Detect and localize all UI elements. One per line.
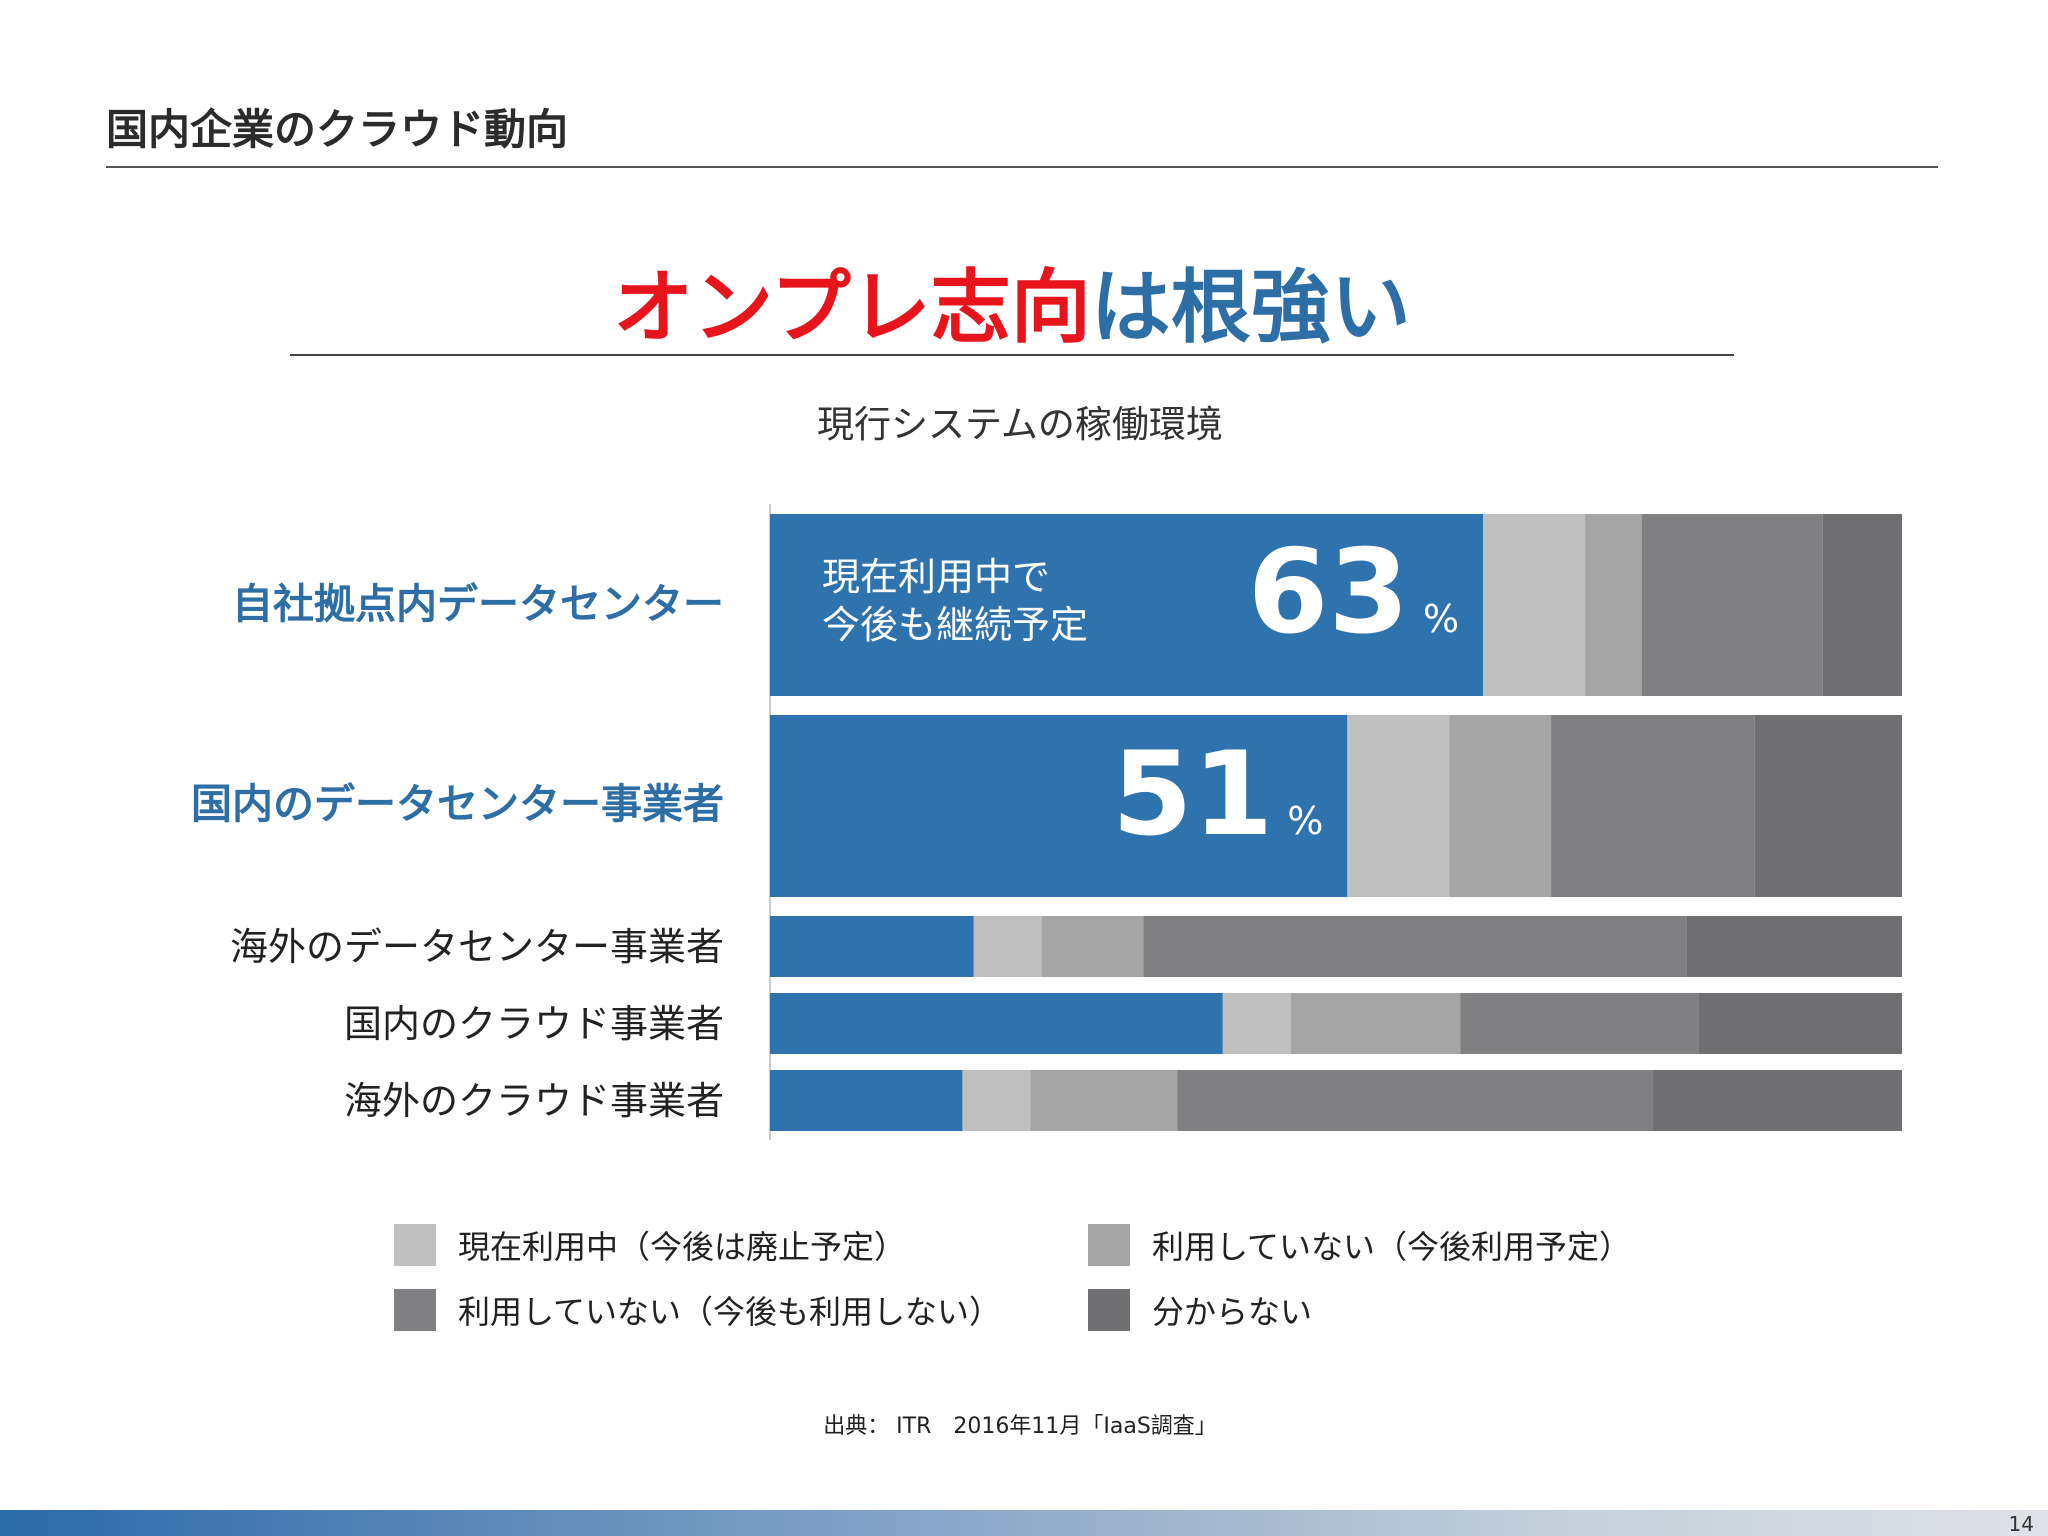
bar-value-domestic-datacenter: 51	[1112, 727, 1273, 862]
bar-domestic-datacenter-never	[1551, 715, 1755, 897]
title-divider	[106, 166, 1938, 168]
row-label-overseas-datacenter: 海外のデータセンター事業者	[229, 925, 724, 969]
row-label-domestic-cloud: 国内のクラウド事業者	[343, 1002, 724, 1046]
bar-domestic-cloud-unknown	[1698, 993, 1902, 1054]
legend-item-unknown: 分からない	[1088, 1287, 1312, 1333]
bar-domestic-cloud-plan	[1290, 993, 1461, 1054]
bar-domestic-datacenter-continue	[770, 715, 1348, 897]
bar-label-continue-line2: 今後も継続予定	[822, 603, 1088, 647]
bar-own-datacenter-unknown	[1822, 514, 1902, 696]
bar-domestic-datacenter-retire	[1347, 715, 1450, 897]
bar-domestic-cloud-never	[1460, 993, 1699, 1054]
bar-domestic-datacenter-plan	[1449, 715, 1552, 897]
bar-overseas-datacenter-retire	[973, 916, 1042, 977]
bar-own-datacenter-plan	[1585, 514, 1642, 696]
headline-divider	[290, 354, 1734, 356]
bar-overseas-datacenter-never	[1143, 916, 1687, 977]
page-number: 14	[2008, 1512, 2034, 1536]
headline-red-part: オンプレ志向	[613, 261, 1091, 354]
bar-own-datacenter-continue	[770, 514, 1484, 696]
legend-swatch-retire	[394, 1224, 436, 1266]
legend-swatch-plan	[1088, 1224, 1130, 1266]
bar-overseas-cloud-continue	[770, 1070, 963, 1131]
bar-own-datacenter-retire	[1483, 514, 1586, 696]
bar-domestic-datacenter-unknown	[1754, 715, 1902, 897]
legend-label-never: 利用していない（今後も利用しない）	[458, 1293, 1002, 1331]
bar-overseas-datacenter-continue	[770, 916, 974, 977]
bar-value-unit-own-datacenter: %	[1423, 597, 1459, 641]
bar-value-own-datacenter: 63	[1248, 525, 1409, 660]
bar-value-unit-domestic-datacenter: %	[1287, 799, 1323, 843]
bar-overseas-cloud-unknown	[1652, 1070, 1902, 1131]
bar-overseas-cloud-retire	[962, 1070, 1031, 1131]
legend-label-unknown: 分からない	[1152, 1293, 1313, 1331]
headline-blue-part: は根強い	[1090, 261, 1411, 354]
footer-gradient-bar	[0, 1510, 2048, 1536]
row-label-domestic-datacenter: 国内のデータセンター事業者	[191, 780, 724, 828]
bar-overseas-cloud-never	[1177, 1070, 1653, 1131]
headline: オンプレ志向は根強い	[290, 268, 1734, 348]
legend-item-retire: 現在利用中（今後は廃止予定）	[394, 1222, 906, 1268]
bar-own-datacenter-never	[1641, 514, 1823, 696]
legend-label-plan: 利用していない（今後利用予定）	[1152, 1228, 1632, 1266]
legend-item-never: 利用していない（今後も利用しない）	[394, 1287, 1001, 1333]
source-citation: 出典： ITR 2016年11月「IaaS調査」	[823, 1414, 1217, 1439]
legend-swatch-never	[394, 1289, 436, 1331]
row-label-own-datacenter: 自社拠点内データセンター	[232, 580, 724, 628]
legend-label-retire: 現在利用中（今後は廃止予定）	[458, 1228, 907, 1266]
bar-overseas-datacenter-unknown	[1686, 916, 1902, 977]
bar-label-continue-line1: 現在利用中で	[822, 555, 1050, 599]
bar-overseas-datacenter-plan	[1041, 916, 1144, 977]
legend-item-plan: 利用していない（今後利用予定）	[1088, 1222, 1631, 1268]
legend-swatch-unknown	[1088, 1289, 1130, 1331]
bar-overseas-cloud-plan	[1030, 1070, 1178, 1131]
bar-domestic-cloud-continue	[770, 993, 1223, 1054]
slide-title: 国内企業のクラウド動向	[106, 105, 569, 154]
chart-title: 現行システムの稼働環境	[817, 403, 1223, 446]
bar-domestic-cloud-retire	[1222, 993, 1291, 1054]
row-label-overseas-cloud: 海外のクラウド事業者	[343, 1079, 724, 1123]
